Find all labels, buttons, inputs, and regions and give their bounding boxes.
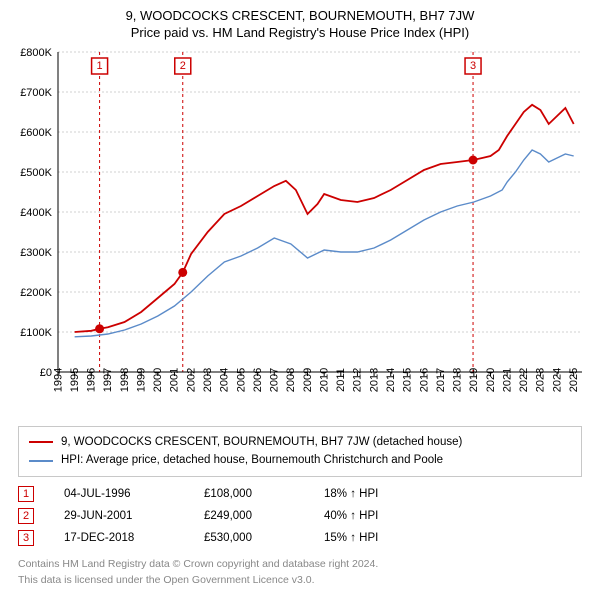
event-row-3: 3 17-DEC-2018£530,00015% ↑ HPI <box>18 527 582 549</box>
svg-text:1: 1 <box>97 60 103 72</box>
event-row-price: £108,000 <box>204 488 324 500</box>
legend-swatch <box>29 441 53 443</box>
footnote-line-1: Contains HM Land Registry data © Crown c… <box>18 557 582 571</box>
svg-text:2012: 2012 <box>352 368 364 392</box>
svg-text:2019: 2019 <box>468 368 480 392</box>
legend-label: 9, WOODCOCKS CRESCENT, BOURNEMOUTH, BH7 … <box>61 433 462 451</box>
svg-text:2009: 2009 <box>302 368 314 392</box>
legend-item-1: HPI: Average price, detached house, Bour… <box>29 451 571 469</box>
svg-text:£100K: £100K <box>20 327 52 339</box>
chart-subtitle: Price paid vs. HM Land Registry's House … <box>10 25 590 40</box>
svg-text:1998: 1998 <box>119 368 131 392</box>
event-row-marker: 2 <box>18 508 34 524</box>
event-row-marker: 1 <box>18 486 34 502</box>
svg-text:2017: 2017 <box>435 368 447 392</box>
event-row-date: 04-JUL-1996 <box>64 488 204 500</box>
event-point-3 <box>469 156 478 165</box>
event-row-marker: 3 <box>18 530 34 546</box>
svg-text:1995: 1995 <box>69 368 81 392</box>
svg-text:1996: 1996 <box>86 368 98 392</box>
svg-text:2005: 2005 <box>235 368 247 392</box>
chart-title: 9, WOODCOCKS CRESCENT, BOURNEMOUTH, BH7 … <box>10 8 590 23</box>
legend: 9, WOODCOCKS CRESCENT, BOURNEMOUTH, BH7 … <box>18 426 582 477</box>
svg-text:2016: 2016 <box>418 368 430 392</box>
svg-text:£200K: £200K <box>20 287 52 299</box>
svg-text:2003: 2003 <box>202 368 214 392</box>
svg-text:2014: 2014 <box>385 368 397 392</box>
svg-text:2001: 2001 <box>169 368 181 392</box>
svg-text:2024: 2024 <box>551 368 563 392</box>
svg-text:2025: 2025 <box>568 368 580 392</box>
svg-text:£600K: £600K <box>20 127 52 139</box>
svg-text:£0: £0 <box>40 367 52 379</box>
svg-text:2022: 2022 <box>518 368 530 392</box>
event-row-delta: 15% ↑ HPI <box>324 532 444 544</box>
svg-text:2020: 2020 <box>485 368 497 392</box>
svg-text:1999: 1999 <box>135 368 147 392</box>
svg-text:2021: 2021 <box>501 368 513 392</box>
svg-text:2018: 2018 <box>452 368 464 392</box>
event-point-1 <box>95 324 104 333</box>
chart-container: 9, WOODCOCKS CRESCENT, BOURNEMOUTH, BH7 … <box>0 0 600 595</box>
legend-item-0: 9, WOODCOCKS CRESCENT, BOURNEMOUTH, BH7 … <box>29 433 571 451</box>
svg-text:2004: 2004 <box>219 368 231 392</box>
svg-text:£400K: £400K <box>20 207 52 219</box>
event-row-date: 29-JUN-2001 <box>64 510 204 522</box>
event-row-2: 2 29-JUN-2001£249,00040% ↑ HPI <box>18 505 582 527</box>
svg-text:£300K: £300K <box>20 247 52 259</box>
footnote-line-2: This data is licensed under the Open Gov… <box>18 573 582 587</box>
legend-swatch <box>29 460 53 462</box>
svg-text:2010: 2010 <box>318 368 330 392</box>
event-row-date: 17-DEC-2018 <box>64 532 204 544</box>
svg-text:2015: 2015 <box>402 368 414 392</box>
chart-area: £0 £100K £200K £300K £400K £500K £600K £700K £80… <box>10 46 590 416</box>
svg-text:3: 3 <box>470 60 476 72</box>
svg-text:2007: 2007 <box>269 368 281 392</box>
legend-label: HPI: Average price, detached house, Bour… <box>61 451 443 469</box>
svg-text:1997: 1997 <box>102 368 114 392</box>
event-point-2 <box>178 268 187 277</box>
event-row-1: 1 04-JUL-1996£108,00018% ↑ HPI <box>18 483 582 505</box>
svg-text:2023: 2023 <box>535 368 547 392</box>
svg-text:2000: 2000 <box>152 368 164 392</box>
svg-text:£800K: £800K <box>20 47 52 59</box>
event-row-delta: 18% ↑ HPI <box>324 488 444 500</box>
svg-text:2002: 2002 <box>185 368 197 392</box>
svg-text:£500K: £500K <box>20 167 52 179</box>
event-row-delta: 40% ↑ HPI <box>324 510 444 522</box>
line-chart-svg: £0 £100K £200K £300K £400K £500K £600K £700K £80… <box>10 46 590 416</box>
svg-text:£700K: £700K <box>20 87 52 99</box>
svg-text:2: 2 <box>180 60 186 72</box>
event-row-price: £530,000 <box>204 532 324 544</box>
svg-text:2013: 2013 <box>368 368 380 392</box>
events-table: 1 04-JUL-1996£108,00018% ↑ HPI 2 29-JUN-200… <box>18 483 582 549</box>
event-row-price: £249,000 <box>204 510 324 522</box>
svg-text:2008: 2008 <box>285 368 297 392</box>
svg-text:2006: 2006 <box>252 368 264 392</box>
